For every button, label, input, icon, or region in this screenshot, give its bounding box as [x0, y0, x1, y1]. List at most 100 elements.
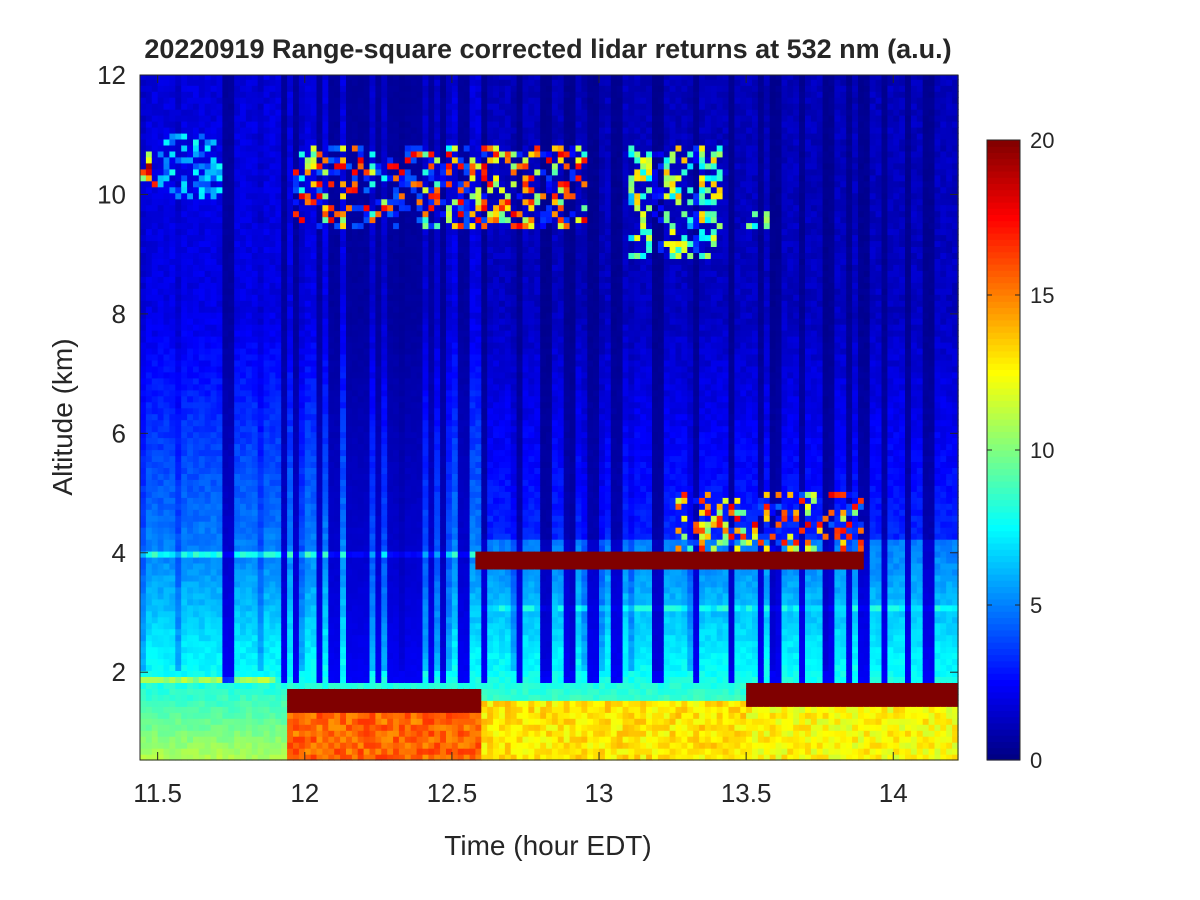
heatmap-cell: [257, 431, 265, 439]
heatmap-cell: [346, 168, 353, 176]
heatmap-cell: [216, 288, 223, 295]
heatmap-cell: [175, 353, 182, 361]
heatmap-cell: [193, 150, 200, 158]
heatmap-cell: [281, 210, 288, 218]
heatmap-cell: [181, 646, 188, 654]
heatmap-cell: [145, 634, 153, 642]
heatmap-cell: [369, 300, 376, 307]
heatmap-cell: [263, 425, 271, 433]
heatmap-cell: [140, 192, 147, 200]
heatmap-cell: [151, 574, 159, 582]
heatmap-cell: [175, 634, 182, 642]
heatmap-cell: [275, 610, 282, 618]
heatmap-cell: [269, 156, 276, 164]
heatmap-cell: [163, 718, 170, 725]
heatmap-cell: [334, 485, 341, 492]
heatmap-cell: [163, 103, 170, 110]
heatmap-cell: [322, 192, 329, 200]
heatmap-cell: [240, 324, 247, 331]
heatmap-cell: [181, 592, 188, 600]
heatmap-cell: [357, 748, 365, 755]
heatmap-cell: [334, 736, 341, 743]
heatmap-cell: [263, 754, 271, 761]
heatmap-cell: [204, 670, 212, 677]
heatmap-cell: [257, 646, 265, 654]
heatmap-cell: [346, 413, 353, 421]
heatmap-cell: [363, 527, 371, 534]
heatmap-cell: [369, 670, 376, 677]
heatmap-cell: [293, 485, 300, 492]
heatmap-cell: [363, 515, 371, 522]
heatmap-cell: [234, 503, 241, 510]
heatmap-cell: [245, 431, 253, 439]
heatmap-cell: [375, 216, 382, 224]
heatmap-cell: [251, 473, 259, 480]
heatmap-cell: [340, 425, 347, 433]
heatmap-cell: [234, 150, 241, 158]
heatmap-cell: [340, 748, 347, 755]
heatmap-cell: [257, 586, 265, 594]
heatmap-cell: [240, 616, 247, 624]
heatmap-cell: [193, 186, 200, 194]
heatmap-cell: [234, 174, 241, 182]
heatmap-cell: [169, 676, 176, 683]
heatmap-cell: [257, 264, 265, 271]
heatmap-cell: [169, 736, 176, 743]
heatmap-cell: [234, 491, 241, 498]
heatmap-cell: [381, 718, 388, 725]
heatmap-cell: [363, 425, 371, 433]
heatmap-cell: [298, 180, 306, 188]
heatmap-cell: [263, 347, 271, 355]
heatmap-cell: [181, 700, 188, 707]
heatmap-cell: [328, 730, 335, 737]
heatmap-cell: [193, 85, 200, 92]
heatmap-cell: [287, 377, 294, 385]
heatmap-cell: [222, 473, 229, 480]
heatmap-cell: [334, 467, 341, 474]
heatmap-cell: [334, 174, 341, 182]
heatmap-cell: [181, 109, 188, 116]
heatmap-cell: [351, 288, 359, 295]
heatmap-cell: [175, 539, 182, 546]
heatmap-cell: [340, 485, 347, 492]
heatmap-cell: [328, 718, 335, 725]
heatmap-cell: [375, 539, 382, 546]
heatmap-cell: [175, 407, 182, 415]
heatmap-cell: [140, 115, 147, 122]
heatmap-cell: [240, 664, 247, 671]
heatmap-cell: [251, 694, 259, 701]
heatmap-cell: [363, 371, 371, 379]
heatmap-cell: [334, 288, 341, 295]
heatmap-cell: [187, 240, 194, 247]
heatmap-cell: [175, 150, 182, 158]
heatmap-cell: [351, 574, 359, 582]
heatmap-cell: [228, 539, 235, 546]
heatmap-cell: [245, 234, 253, 242]
heatmap-cell: [369, 592, 376, 600]
heatmap-cell: [346, 503, 353, 510]
heatmap-cell: [393, 616, 400, 624]
heatmap-cell: [346, 144, 353, 152]
heatmap-cell: [245, 497, 253, 504]
heatmap-cell: [187, 712, 194, 719]
heatmap-cell: [240, 312, 247, 319]
heatmap-cell: [216, 79, 223, 86]
heatmap-cell: [169, 138, 176, 146]
heatmap-cell: [387, 676, 394, 683]
heatmap-cell: [316, 270, 323, 277]
heatmap-cell: [263, 628, 271, 636]
heatmap-cell: [393, 467, 400, 474]
heatmap-cell: [310, 556, 318, 564]
heatmap-cell: [375, 652, 382, 660]
heatmap-cell: [257, 700, 265, 707]
heatmap-cell: [198, 407, 206, 415]
heatmap-cell: [293, 736, 300, 743]
heatmap-cell: [293, 91, 300, 98]
heatmap-cell: [328, 192, 335, 200]
heatmap-cell: [340, 443, 347, 451]
heatmap-cell: [193, 312, 200, 319]
heatmap-cell: [334, 234, 341, 242]
heatmap-cell: [193, 640, 200, 648]
heatmap-cell: [181, 336, 188, 343]
heatmap-cell: [357, 491, 365, 498]
